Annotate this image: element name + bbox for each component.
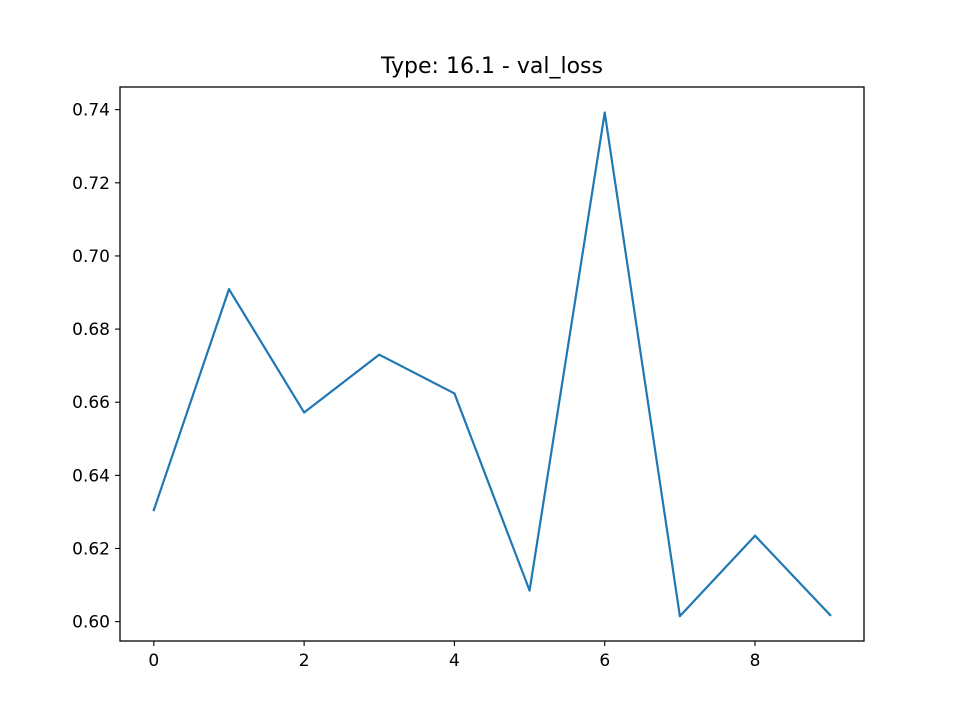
data-point [152,508,155,512]
x-tick-label: 2 [299,651,310,671]
y-tick-label: 0.72 [72,174,110,194]
data-point [303,411,306,414]
data-point [378,353,381,356]
y-tick-label: 0.62 [72,539,110,559]
y-axis: 0.60 0.62 0.64 0.66 0.68 0.70 0.72 0.74 [72,101,120,633]
data-point [453,392,456,395]
data-point [753,534,757,537]
y-tick-label: 0.74 [72,101,110,121]
y-tick-label: 0.68 [72,320,110,340]
data-point [829,613,832,617]
series-line [152,111,832,618]
chart-title: Type: 16.1 - val_loss [380,54,603,79]
y-tick-label: 0.66 [72,393,110,413]
y-tick-label: 0.70 [72,247,110,267]
x-tick-label: 6 [599,651,610,671]
y-tick-label: 0.60 [72,613,110,633]
data-point [227,288,231,291]
data-point [603,111,606,114]
x-tick-label: 8 [750,651,761,671]
plot-area [119,86,865,642]
x-tick-label: 4 [449,651,460,671]
x-axis: 0 2 4 6 8 [148,641,760,671]
y-tick-label: 0.64 [72,466,110,486]
data-point [678,615,681,618]
axes-frame [119,86,865,642]
x-tick-label: 0 [148,651,159,671]
data-point [528,589,531,592]
